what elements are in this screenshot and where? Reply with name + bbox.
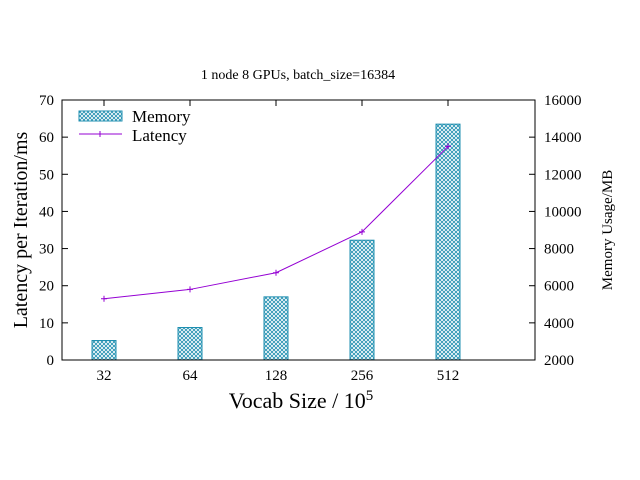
x-tick-label: 128 xyxy=(265,368,288,384)
y-tick-label: 0 xyxy=(47,353,55,369)
y2-tick-label: 6000 xyxy=(544,279,574,295)
memory-bar xyxy=(91,340,117,361)
y2-axis-label: Memory Usage/MB xyxy=(600,170,616,290)
x-axis-label: Vocab Size / 105 xyxy=(229,388,374,413)
y2-tick-label: 10000 xyxy=(544,204,582,220)
legend-latency-marker xyxy=(97,131,103,137)
latency-point xyxy=(445,143,451,150)
y-tick-label: 30 xyxy=(39,242,54,258)
latency-series-line xyxy=(103,146,449,300)
y-tick-label: 40 xyxy=(39,204,54,220)
y2-tick-label: 16000 xyxy=(544,93,582,109)
y2-tick-label: 4000 xyxy=(544,316,574,332)
chart-title: 1 node 8 GPUs, batch_size=16384 xyxy=(201,68,395,83)
axes: 0 10 20 30 40 50 60 70 2000 4000 6000 8000 10000 1200… xyxy=(39,93,582,384)
memory-bar xyxy=(349,239,375,361)
x-axis-label-base: Vocab Size / 10 xyxy=(229,388,366,413)
legend-memory-swatch xyxy=(78,110,123,122)
x-tick-label: 32 xyxy=(97,368,112,384)
y-tick-label: 60 xyxy=(39,130,54,146)
y-tick-label: 70 xyxy=(39,93,54,109)
x-axis-label-exponent: 5 xyxy=(366,388,374,404)
x-tick-label: 64 xyxy=(183,368,199,384)
legend-memory-label: Memory xyxy=(132,107,191,126)
y2-tick-label: 2000 xyxy=(544,353,574,369)
x-tick-label: 512 xyxy=(437,368,460,384)
legend: Memory Latency xyxy=(78,107,191,145)
plot-frame xyxy=(61,99,536,361)
latency-point xyxy=(273,269,279,276)
memory-bar xyxy=(263,296,289,361)
legend-latency-label: Latency xyxy=(132,126,187,145)
x-tick-label: 256 xyxy=(351,368,374,384)
y-tick-label: 10 xyxy=(39,316,54,332)
y-tick-label: 20 xyxy=(39,279,54,295)
y-tick-label: 50 xyxy=(39,167,54,183)
memory-bar xyxy=(177,327,203,361)
latency-line xyxy=(101,143,451,302)
memory-bar xyxy=(435,123,461,361)
latency-point xyxy=(359,228,365,235)
y2-tick-label: 14000 xyxy=(544,130,582,146)
y-axis-label: Latency per Iteration/ms xyxy=(10,131,32,328)
memory-bars xyxy=(91,123,461,361)
y2-tick-label: 8000 xyxy=(544,242,574,258)
latency-point xyxy=(187,286,193,293)
latency-point xyxy=(101,295,107,302)
y2-tick-label: 12000 xyxy=(544,167,582,183)
